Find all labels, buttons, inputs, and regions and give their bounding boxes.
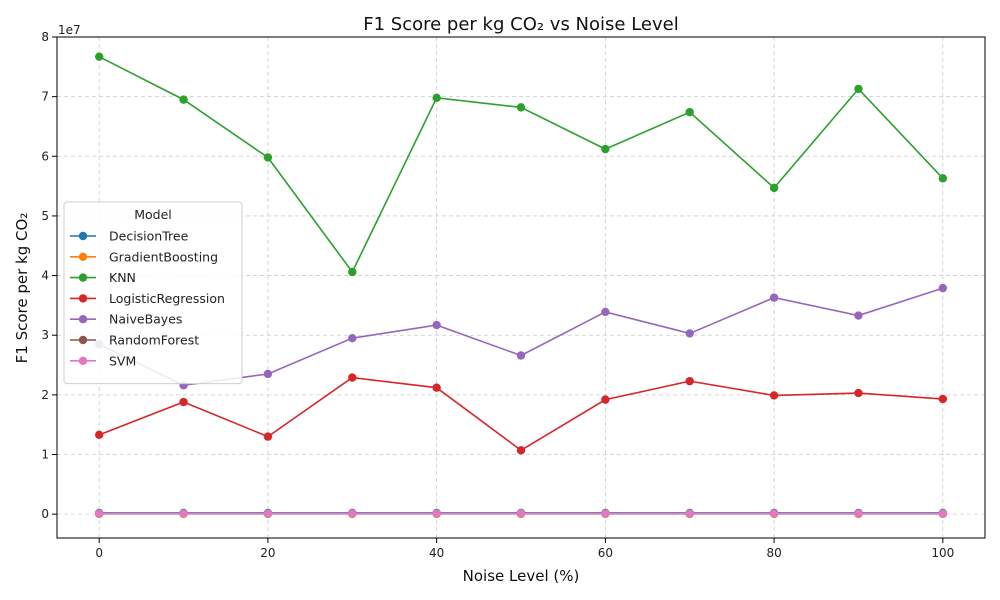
data-point — [769, 391, 779, 400]
data-point — [263, 509, 273, 518]
data-point — [263, 432, 273, 441]
legend-box — [63, 201, 243, 385]
data-point — [938, 394, 948, 404]
data-point — [348, 509, 357, 518]
x-tick-label: 100 — [931, 546, 954, 560]
data-point — [685, 107, 694, 117]
data-point — [179, 95, 188, 104]
x-tick-label: 60 — [598, 546, 613, 560]
plot-frame — [56, 36, 986, 539]
legend-label: GradientBoosting — [109, 249, 218, 264]
y-tick-label: 1 — [41, 448, 49, 462]
legend-marker — [78, 356, 88, 365]
legend-marker — [78, 273, 88, 282]
data-point — [938, 174, 948, 183]
data-point — [854, 388, 863, 398]
series-svm — [94, 509, 948, 518]
data-point — [94, 430, 104, 440]
data-point — [516, 351, 526, 360]
legend-label: NaiveBayes — [109, 312, 182, 327]
x-tick-label: 0 — [95, 546, 103, 560]
y-tick-label: 0 — [41, 507, 49, 521]
data-point — [179, 509, 188, 518]
legend-item-decisiontree: DecisionTree — [70, 229, 189, 244]
legend-marker — [78, 231, 88, 241]
y-tick-label: 6 — [41, 149, 49, 163]
chart-title: F1 Score per kg CO₂ vs Noise Level — [363, 14, 678, 35]
y-tick-label: 4 — [41, 269, 49, 283]
legend: Model DecisionTree GradientBoosting KNN Logi… — [63, 201, 243, 385]
data-point — [769, 293, 779, 302]
x-tick-label: 20 — [260, 546, 275, 560]
legend-label: KNN — [109, 270, 136, 285]
data-point — [601, 395, 610, 404]
data-point — [263, 153, 273, 162]
data-point — [516, 446, 526, 455]
data-point — [516, 103, 526, 112]
legend-label: RandomForest — [109, 333, 199, 348]
data-point — [601, 509, 610, 518]
legend-label: SVM — [109, 353, 136, 368]
axis-ticks: 0 20 40 60 80 100 0 1 2 3 4 5 6 7 8 — [41, 30, 954, 560]
legend-marker — [78, 335, 88, 345]
data-point — [179, 397, 188, 407]
data-point — [938, 283, 948, 293]
data-point — [854, 509, 863, 518]
data-point — [348, 333, 357, 343]
data-point — [769, 183, 779, 193]
x-axis-title: Noise Level (%) — [463, 567, 580, 585]
data-point — [94, 509, 104, 518]
legend-marker — [78, 252, 88, 261]
legend-item-logisticregression: LogisticRegression — [70, 291, 225, 306]
data-point — [432, 320, 441, 330]
data-point — [94, 52, 104, 61]
data-point — [601, 307, 610, 317]
legend-item-svm: SVM — [70, 353, 136, 368]
legend-marker — [78, 315, 88, 324]
data-point — [432, 383, 441, 392]
legend-item-knn: KNN — [70, 270, 136, 285]
data-point — [685, 509, 694, 518]
y-axis-title: F1 Score per kg CO₂ — [13, 213, 31, 364]
legend-item-randomforest: RandomForest — [70, 333, 199, 348]
data-point — [348, 267, 357, 277]
y-tick-label: 8 — [41, 30, 49, 44]
data-point — [938, 509, 948, 518]
series-logisticregression — [94, 373, 948, 455]
x-tick-label: 80 — [766, 546, 781, 560]
data-point — [348, 373, 357, 382]
y-offset-label: 1e7 — [58, 23, 81, 37]
data-point — [432, 509, 441, 518]
data-point — [432, 93, 441, 103]
y-tick-label: 5 — [41, 209, 49, 223]
legend-label: DecisionTree — [109, 229, 189, 244]
legend-marker — [78, 294, 88, 303]
y-tick-label: 7 — [41, 90, 49, 104]
y-tick-label: 3 — [41, 328, 49, 342]
data-point — [263, 369, 273, 379]
data-point — [601, 144, 610, 154]
data-point — [769, 509, 779, 518]
series-line — [98, 376, 943, 452]
data-point — [854, 84, 863, 94]
legend-item-naivebayes: NaiveBayes — [70, 312, 182, 327]
series-knn — [94, 52, 948, 277]
series-layer — [94, 52, 948, 519]
data-point — [516, 509, 526, 518]
y-tick-label: 2 — [41, 388, 49, 402]
x-tick-label: 40 — [429, 546, 444, 560]
legend-title: Model — [134, 207, 172, 222]
data-point — [685, 329, 694, 338]
data-point — [854, 311, 863, 320]
legend-label: LogisticRegression — [109, 291, 225, 306]
legend-item-gradientboosting: GradientBoosting — [70, 249, 218, 264]
data-point — [685, 376, 694, 386]
